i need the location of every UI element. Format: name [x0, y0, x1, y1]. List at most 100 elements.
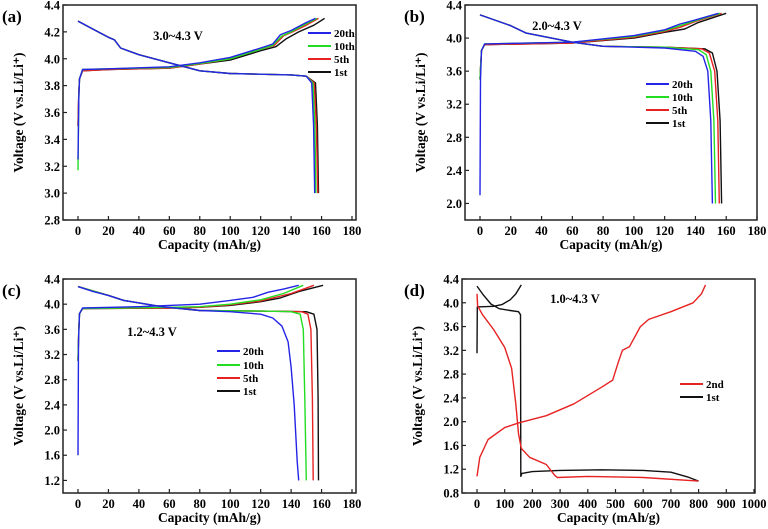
series-2nd-discharge-curve: [476, 293, 699, 482]
y-tick-label: 1.2: [44, 474, 60, 488]
x-tick-label: 40: [535, 224, 548, 238]
series-10th-discharge-curve: [77, 285, 307, 481]
y-tick-label: 2.8: [44, 373, 60, 387]
series-1st-discharge-curve: [476, 285, 699, 482]
series-1st-discharge-curve: [77, 20, 320, 194]
legend-label-20th: 20th: [243, 346, 264, 358]
y-axis-label: Voltage (V vs.Li/Li⁺): [410, 326, 425, 446]
legend-label-5th: 5th: [243, 373, 258, 385]
y-tick-label: 2.8: [44, 214, 60, 228]
y-tick-label: 4.0: [44, 298, 60, 312]
series-20th-discharge-curve: [77, 20, 316, 194]
y-tick-label: 4.4: [44, 273, 60, 287]
x-tick-label: 20: [102, 224, 115, 238]
y-tick-label: 2.4: [446, 164, 462, 178]
x-tick-label: 160: [312, 497, 331, 511]
legend-label-10th: 10th: [672, 92, 693, 104]
y-tick-label: 2.8: [446, 131, 462, 145]
x-tick-label: 300: [551, 497, 570, 511]
voltage-range-annotation: 1.0~4.3 V: [550, 292, 600, 306]
legend-label-1st: 1st: [243, 386, 257, 398]
y-tick-label: 0.8: [443, 487, 459, 501]
x-tick-label: 100: [221, 497, 240, 511]
legend-label-1st: 1st: [706, 392, 720, 404]
y-tick-label: 3.4: [44, 133, 60, 147]
x-tick-label: 700: [662, 497, 681, 511]
x-tick-label: 100: [221, 224, 240, 238]
y-tick-label: 2.8: [443, 368, 459, 382]
chart-panel-2: 0 20 40 60 80 100 120 140 160 180 2.0 2.4 2.8 3.2 3.6 4…: [404, 0, 766, 252]
x-tick-label: 20: [505, 224, 518, 238]
series-2nd-charge-curve: [476, 284, 707, 477]
x-tick-label: 0: [477, 224, 483, 238]
y-tick-label: 3.8: [44, 79, 60, 93]
series-20th-discharge-curve: [77, 285, 300, 481]
x-axis-label: Capacity (mAh/g): [158, 510, 261, 525]
y-tick-label: 1.2: [443, 463, 459, 477]
legend-label-5th: 5th: [334, 54, 349, 66]
x-tick-label: 60: [163, 497, 176, 511]
plot-frame: [464, 4, 758, 221]
series-5th-discharge-curve: [77, 285, 314, 481]
y-tick-label: 4.0: [446, 32, 462, 46]
x-tick-label: 120: [251, 224, 270, 238]
chart-panel-4: 0 100 200 300 400 500 600 700 800 900 1000 0.8 1.2 1.…: [404, 273, 767, 526]
x-axis-label: Capacity (mAh/g): [557, 510, 660, 525]
panel-label: (a): [2, 7, 22, 26]
y-tick-label: 4.4: [446, 0, 462, 13]
voltage-range-annotation: 1.2~4.3 V: [127, 325, 177, 339]
y-tick-label: 2.0: [443, 415, 459, 429]
x-tick-label: 800: [689, 497, 708, 511]
y-tick-label: 3.2: [446, 98, 462, 112]
x-tick-label: 500: [606, 497, 625, 511]
x-axis-label: Capacity (mAh/g): [158, 237, 261, 252]
y-tick-label: 3.2: [443, 344, 459, 358]
x-tick-label: 100: [495, 497, 514, 511]
series-1st-discharge-curve: [77, 285, 320, 481]
y-tick-label: 3.6: [443, 320, 459, 334]
y-axis-label: Voltage (V vs.Li/Li⁺): [11, 326, 26, 446]
series-20th-charge-curve: [77, 284, 299, 456]
y-tick-label: 3.6: [44, 323, 60, 337]
x-tick-label: 1000: [742, 497, 767, 511]
y-tick-label: 4.4: [44, 0, 60, 13]
x-tick-label: 80: [597, 224, 610, 238]
x-tick-label: 60: [566, 224, 579, 238]
x-tick-label: 80: [194, 224, 207, 238]
y-tick-label: 4.0: [443, 296, 459, 310]
x-tick-label: 140: [282, 497, 301, 511]
legend-label-1st: 1st: [672, 118, 686, 130]
y-tick-label: 4.4: [443, 273, 459, 287]
y-tick-label: 2.4: [44, 398, 60, 412]
x-tick-label: 180: [343, 224, 362, 238]
legend-label-10th: 10th: [334, 41, 355, 53]
y-tick-label: 2.4: [443, 391, 459, 405]
series-5th-discharge-curve: [77, 20, 319, 194]
x-tick-label: 160: [312, 224, 331, 238]
series-20th-charge-curve: [77, 17, 316, 160]
legend-label-20th: 20th: [672, 79, 693, 91]
voltage-range-annotation: 2.0~4.3 V: [532, 19, 582, 33]
legend-label-2nd: 2nd: [706, 379, 724, 391]
x-tick-label: 40: [133, 224, 146, 238]
chart-panel-1: 0 20 40 60 80 100 120 140 160 180 2.8 3.0 3.2 3.4 3.6 3…: [2, 0, 361, 252]
x-tick-label: 80: [194, 497, 207, 511]
x-tick-label: 0: [474, 497, 480, 511]
x-tick-label: 140: [686, 224, 705, 238]
x-tick-label: 200: [523, 497, 542, 511]
y-tick-label: 4.2: [44, 25, 60, 39]
y-tick-label: 3.2: [44, 348, 60, 362]
x-axis-label: Capacity (mAh/g): [559, 237, 662, 252]
series-1st-charge-curve: [77, 284, 324, 361]
legend-label-20th: 20th: [334, 28, 355, 40]
x-tick-label: 900: [717, 497, 736, 511]
plot-frame: [62, 278, 357, 494]
y-tick-label: 2.0: [44, 424, 60, 438]
panel-label: (d): [404, 281, 425, 300]
x-tick-label: 160: [717, 224, 736, 238]
